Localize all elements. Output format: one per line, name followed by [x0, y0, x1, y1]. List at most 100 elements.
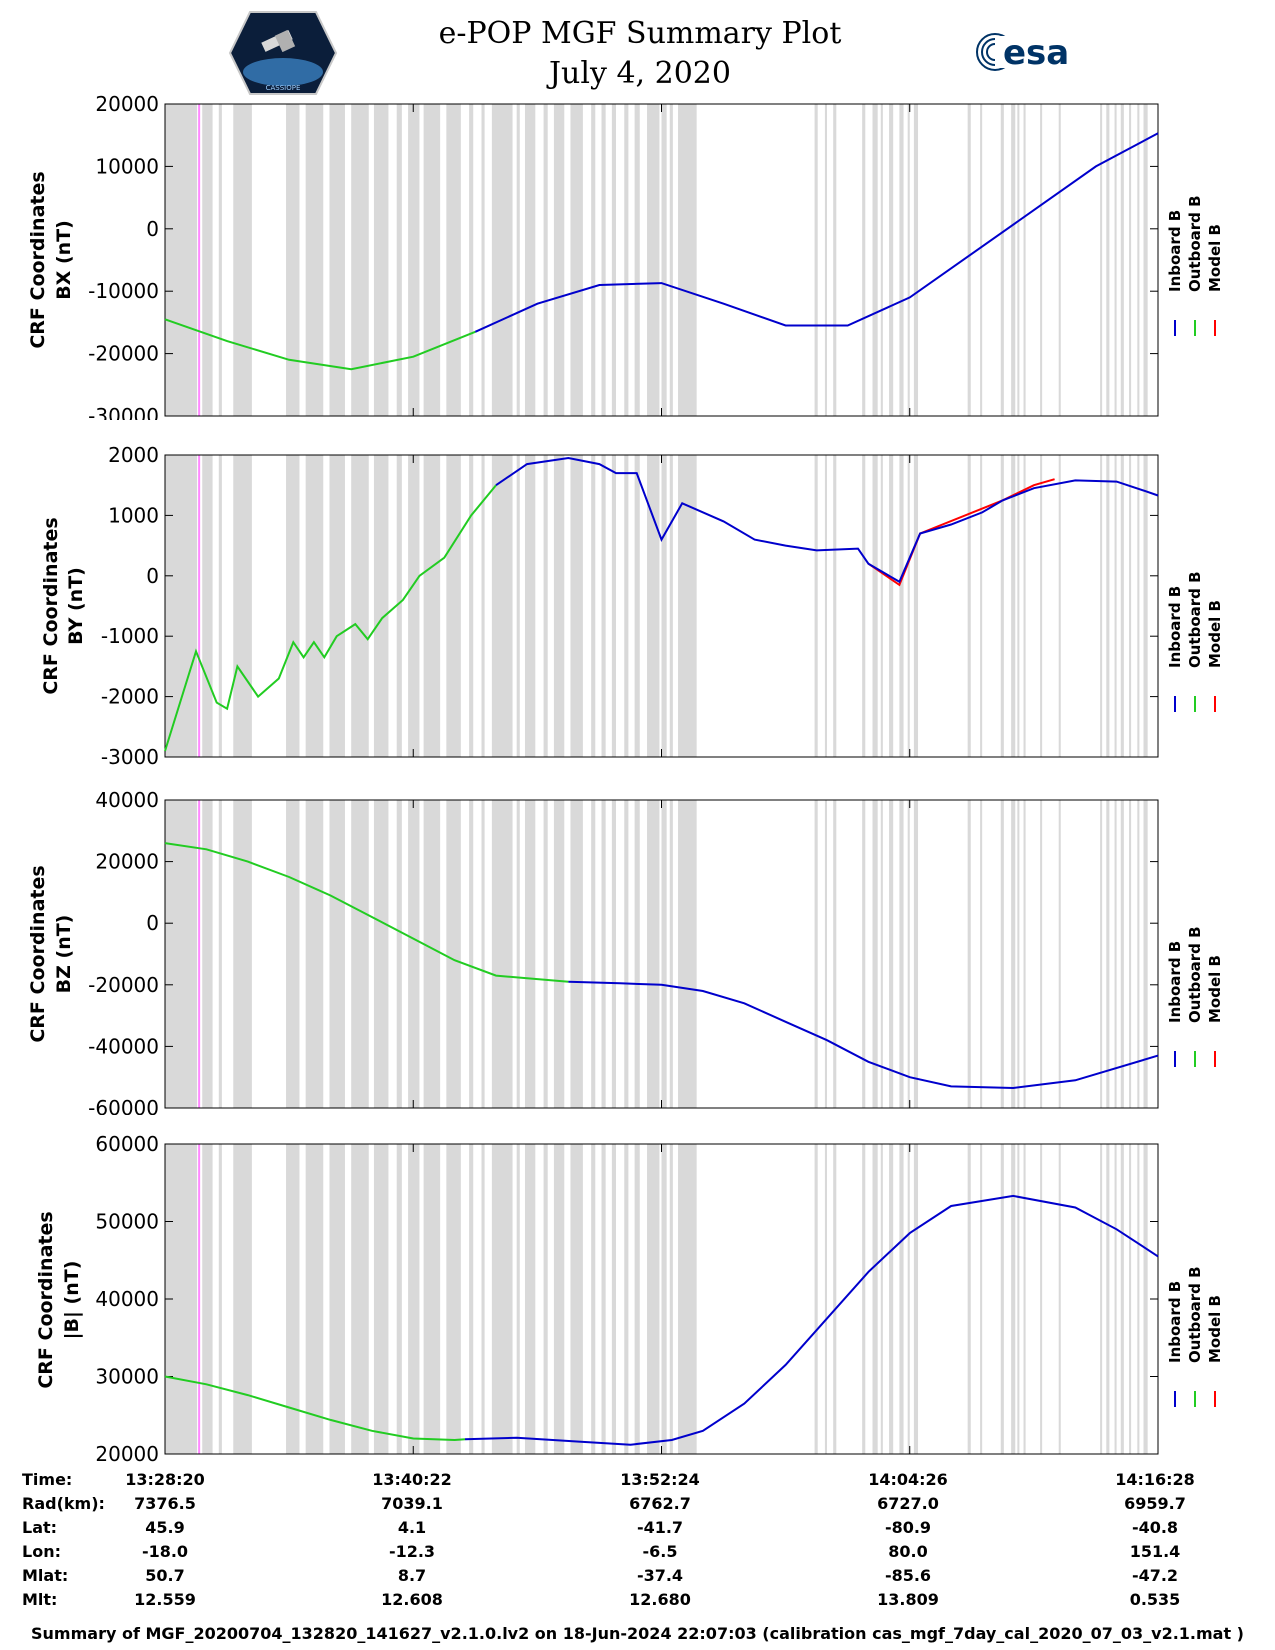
bz-gap-band-26: [647, 800, 660, 1108]
cell-mlat-2: 8.7: [397, 1566, 427, 1585]
by-gap-band-40: [967, 455, 971, 757]
bx-ylabel-line1: CRF Coordinates: [27, 171, 49, 348]
bmag-gap-band-15: [491, 1144, 513, 1454]
by-gap-band-34: [872, 455, 878, 757]
bmag-gap-band-22: [601, 1144, 606, 1454]
bmag-gap-band-18: [543, 1144, 548, 1454]
bx-gap-band-15: [491, 104, 513, 416]
bz-legend: Inboard B Outboard B Model B: [1166, 926, 1224, 1067]
by-ytick-label-0: -3000: [101, 745, 159, 769]
bz-gap-band-29: [678, 800, 697, 1108]
bx-ytick-label-0: -30000: [88, 404, 159, 420]
bz-gap-band-30: [814, 800, 818, 1108]
by-inboard-line: [495, 456, 1159, 584]
by-gap-band-39: [913, 455, 919, 757]
bz-gap-band-41: [980, 800, 983, 1108]
bz-ylabel-line2: BZ (nT): [53, 915, 75, 994]
bz-legend-inboard: Inboard B: [1166, 941, 1184, 1023]
bmag-gap-band-32: [833, 1144, 837, 1454]
bmag-gap-band-28: [669, 1144, 673, 1454]
cell-mlt-3: 12.680: [629, 1590, 691, 1609]
by-gap-band-0: [165, 455, 198, 757]
title-line-2: July 4, 2020: [549, 56, 731, 91]
bmag-gap-band-43: [1011, 1144, 1016, 1454]
bz-gap-band-25: [634, 800, 640, 1108]
bx-ytick-label-5: 20000: [95, 92, 159, 116]
cell-mlat-4: -85.6: [884, 1566, 932, 1585]
bmag-gap-band-3: [233, 1144, 252, 1454]
bz-inboard-line: [568, 980, 1159, 1090]
bx-gap-band-53: [1137, 104, 1140, 416]
bx-gap-band-10: [408, 104, 420, 416]
cell-mlt-4: 13.809: [877, 1590, 939, 1609]
by-gap-band-26: [647, 455, 660, 757]
bx-gap-band-5: [305, 104, 324, 416]
bmag-gap-band-14: [481, 1144, 485, 1454]
bx-gap-band-21: [591, 104, 596, 416]
bmag-ticks: 20000 30000 40000 50000 60000: [95, 1132, 1159, 1462]
bx-gap-band-0: [165, 104, 198, 416]
bx-gap-band-11: [423, 104, 441, 416]
bx-gap-band-22: [601, 104, 606, 416]
bz-gap-band-52: [1129, 800, 1132, 1108]
by-gap-band-35: [880, 455, 883, 757]
esa-logo-text: esa: [1003, 33, 1069, 73]
row-label-time: Time:: [22, 1470, 73, 1489]
bmag-gap-band-11: [423, 1144, 441, 1454]
bmag-gap-band-49: [1106, 1144, 1110, 1454]
bz-legend-model: Model B: [1206, 955, 1224, 1023]
by-gap-band-19: [553, 455, 565, 757]
bz-gap-band-44: [1017, 800, 1020, 1108]
row-label-mlt: Mlt:: [22, 1590, 58, 1609]
cell-time-2: 13:40:22: [372, 1470, 452, 1489]
by-legend: Inboard B Outboard B Model B: [1166, 571, 1224, 712]
by-panel: -3000 -2000 -1000 0 1000 2000 CRF Coordinates…: [40, 443, 1224, 769]
by-gap-band-33: [862, 455, 866, 757]
by-gap-band-24: [624, 455, 629, 757]
cell-lon-3: -6.5: [642, 1542, 678, 1561]
by-gap-band-7: [351, 455, 369, 757]
bx-panel: -30000 -20000 -10000 0 10000 20000 CRF Coordi…: [27, 92, 1224, 420]
cell-rad-1: 7376.5: [134, 1494, 196, 1513]
bmag-legend-model: Model B: [1206, 1295, 1224, 1363]
bz-gap-band-32: [833, 800, 837, 1108]
bmag-gap-band-47: [1058, 1144, 1061, 1454]
bx-axes-frame: [164, 103, 1159, 417]
bx-gap-band-29: [678, 104, 697, 416]
bmag-outboard-line: [164, 1375, 466, 1442]
by-gap-band-46: [1040, 455, 1043, 757]
bmag-gap-band-42: [1000, 1144, 1004, 1454]
cell-mlt-1: 12.559: [134, 1590, 196, 1609]
by-model-line: [867, 478, 1055, 587]
by-gap-band-52: [1129, 455, 1132, 757]
bz-gap-band-2: [218, 800, 222, 1108]
bz-gap-band-12: [446, 800, 461, 1108]
bz-gap-band-6: [329, 800, 345, 1108]
by-gap-band-6: [329, 455, 345, 757]
by-gap-band-49: [1106, 455, 1110, 757]
bz-ticks: -60000 -40000 -20000 0 20000 40000: [88, 788, 1159, 1115]
bmag-ylabel-line2: |B| (nT): [61, 1261, 83, 1340]
cell-time-3: 13:52:24: [620, 1470, 700, 1489]
bx-gap-band-3: [233, 104, 252, 416]
bx-gap-band-31: [824, 104, 827, 416]
bz-gap-band-16: [516, 800, 520, 1108]
cell-lon-1: -18.0: [141, 1542, 189, 1561]
bz-gap-band-15: [491, 800, 513, 1108]
bz-gap-band-24: [624, 800, 629, 1108]
cell-time-5: 14:16:28: [1115, 1470, 1195, 1489]
cell-lon-4: 80.0: [888, 1542, 928, 1561]
by-gap-band-21: [591, 455, 596, 757]
bmag-gap-band-52: [1129, 1144, 1132, 1454]
bx-ytick-label-4: 10000: [95, 154, 159, 178]
bz-gap-band-40: [967, 800, 971, 1108]
cell-lon-2: -12.3: [388, 1542, 436, 1561]
bx-ticks: -30000 -20000 -10000 0 10000 20000: [88, 92, 1159, 420]
bmag-gap-band-39: [913, 1144, 919, 1454]
bz-gap-band-37: [899, 800, 904, 1108]
bx-gap-band-34: [872, 104, 878, 416]
bx-gap-band-18: [543, 104, 548, 416]
bz-gap-band-27: [661, 800, 667, 1108]
bx-gap-band-25: [634, 104, 640, 416]
by-bands: [165, 455, 1148, 757]
